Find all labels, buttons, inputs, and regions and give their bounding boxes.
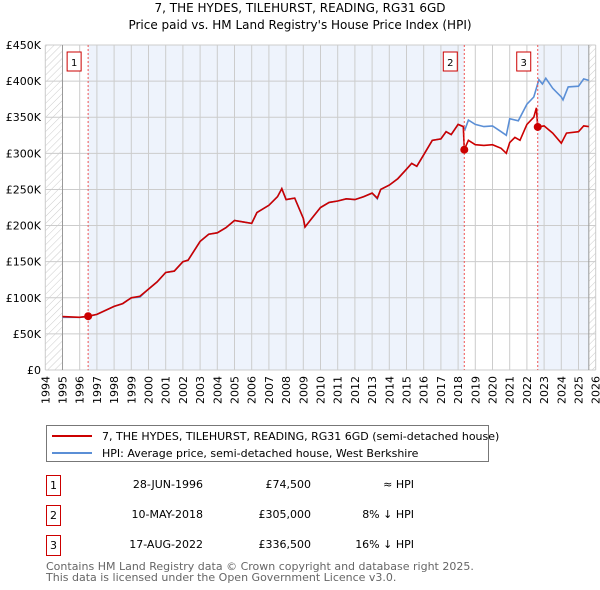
property-line-swatch [52,435,92,437]
y-tick-label: £50K [13,328,42,341]
x-tick-label: 2011 [332,376,345,404]
shade-region [537,45,589,370]
sale-row: 2 10-MAY-2018 £305,000 8% ↓ HPI [46,505,414,527]
y-tick-label: £0 [27,364,41,377]
x-tick-label: 2012 [349,376,362,404]
x-tick-label: 2000 [143,376,156,404]
sale-label: 1 [71,58,77,69]
x-tick-label: 2015 [401,376,414,404]
x-tick-label: 2001 [160,376,173,404]
legend-property: 7, THE HYDES, TILEHURST, READING, RG31 6… [102,429,500,443]
x-tick-label: 1995 [57,376,70,404]
sale-label: 3 [521,58,527,69]
sale-number: 3 [46,535,61,556]
sale-point [84,312,93,321]
hpi-line-swatch [52,452,92,454]
y-tick-label: £200K [6,220,42,233]
x-tick-label: 2018 [452,376,465,404]
chart-title: 7, THE HYDES, TILEHURST, READING, RG31 6… [154,1,446,15]
sale-price: £74,500 [265,478,312,491]
price-chart: £0 £50K £100K £150K £200K £250K £300K £350K £400… [6,39,600,404]
sale-date: 17-AUG-2022 [129,538,203,551]
sale-number: 1 [46,475,61,496]
x-tick-label: 2022 [521,376,534,404]
sale-date: 10-MAY-2018 [131,508,203,521]
hatch-region-end [588,45,596,370]
sale-number: 2 [46,505,61,526]
y-tick-label: £450K [6,39,42,52]
x-tick-label: 1996 [74,376,87,404]
sale-point [460,145,469,154]
x-tick-label: 2002 [177,376,190,404]
y-tick-label: £250K [6,183,42,196]
chart-legend: 7, THE HYDES, TILEHURST, READING, RG31 6… [46,425,499,462]
x-tick-label: 2025 [573,376,586,404]
hatch-region-start [45,45,63,370]
sale-label-box [442,51,458,72]
x-tick-label: 2014 [383,376,396,404]
x-tick-label: 2005 [229,376,242,404]
sale-vs-hpi: 16% ↓ HPI [355,538,414,551]
x-tick-label: 2024 [555,376,568,404]
x-tick-label: 2009 [297,376,310,404]
x-tick-label: 2007 [263,376,276,404]
x-tick-label: 2023 [538,376,551,404]
x-tick-label: 1994 [39,376,52,404]
y-tick-label: £400K [6,75,42,88]
footer-copyright: Contains HM Land Registry data © Crown c… [46,560,474,573]
sale-vs-hpi: ≈ HPI [383,478,414,491]
x-tick-label: 2008 [280,376,293,404]
x-tick-label: 1997 [91,376,104,404]
shade-region [88,45,465,370]
x-tick-label: 2017 [435,376,448,404]
sale-price: £336,500 [258,538,312,551]
x-tick-label: 2003 [194,376,207,404]
y-tick-label: £150K [6,256,42,269]
x-tick-label: 2013 [366,376,379,404]
sale-vs-hpi: 8% ↓ HPI [362,508,414,521]
sale-date: 28-JUN-1996 [132,478,203,491]
y-tick-label: £300K [6,147,42,160]
legend-hpi: HPI: Average price, semi-detached house,… [102,446,419,460]
x-tick-label: 2006 [246,376,259,404]
x-tick-label: 2019 [469,376,482,404]
sale-row: 1 28-JUN-1996 £74,500 ≈ HPI [46,475,414,497]
property-line [62,107,589,319]
x-tick-label: 2010 [315,376,328,404]
chart-subtitle: Price paid vs. HM Land Registry's House … [128,18,472,32]
footer-licence: This data is licensed under the Open Gov… [46,571,397,584]
x-tick-label: 2020 [487,376,500,404]
x-tick-label: 2016 [418,376,431,404]
y-tick-label: £350K [6,111,42,124]
sale-price: £305,000 [258,508,312,521]
sale-point [533,122,542,131]
sale-label-box [516,51,532,72]
x-tick-label: 1998 [108,376,121,404]
x-tick-label: 1999 [125,376,138,404]
sale-label: 2 [447,58,453,69]
sale-row: 3 17-AUG-2022 £336,500 16% ↓ HPI [46,535,414,557]
sale-label-box [66,51,82,72]
x-tick-label: 2004 [211,376,224,404]
x-tick-label: 2026 [590,376,600,404]
x-tick-label: 2021 [504,376,517,404]
y-tick-label: £100K [6,292,42,305]
